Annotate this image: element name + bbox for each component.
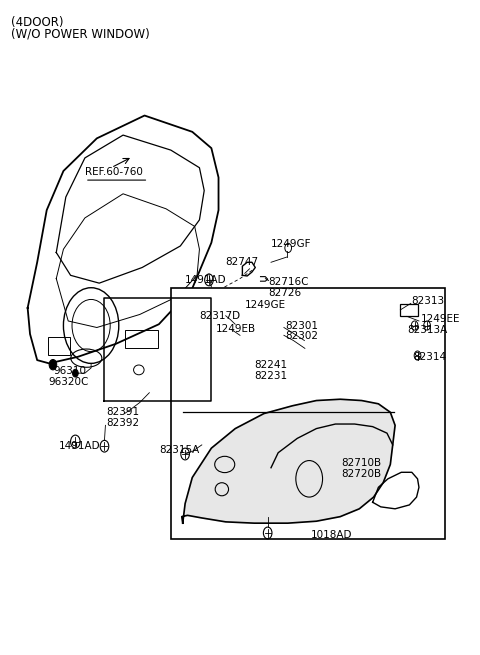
Text: 82710B: 82710B: [341, 458, 381, 468]
Text: 82716C: 82716C: [269, 277, 309, 287]
Text: 82314: 82314: [413, 352, 446, 362]
Text: 82313: 82313: [411, 297, 444, 307]
Text: 1249EB: 1249EB: [216, 324, 256, 335]
Text: 1249GF: 1249GF: [271, 239, 312, 249]
Text: 82313A: 82313A: [408, 325, 448, 335]
Text: 1018AD: 1018AD: [311, 530, 352, 540]
Text: 82315A: 82315A: [159, 445, 199, 455]
Text: 82301: 82301: [285, 320, 318, 331]
Text: 82317D: 82317D: [199, 310, 240, 321]
Text: 1249EE: 1249EE: [420, 314, 460, 324]
Text: 96310: 96310: [53, 366, 86, 376]
Circle shape: [49, 360, 57, 370]
Text: 82720B: 82720B: [341, 469, 381, 479]
Polygon shape: [182, 400, 395, 523]
Text: 82391: 82391: [107, 407, 140, 417]
Text: REF.60-760: REF.60-760: [85, 167, 143, 178]
Text: 1491AD: 1491AD: [185, 275, 227, 285]
Text: (W/O POWER WINDOW): (W/O POWER WINDOW): [11, 28, 150, 41]
Text: 1491AD: 1491AD: [59, 441, 100, 451]
Text: (4DOOR): (4DOOR): [11, 16, 63, 29]
Text: 82392: 82392: [107, 419, 140, 428]
Text: 82241: 82241: [254, 360, 288, 369]
Text: 1249GE: 1249GE: [245, 300, 286, 310]
Text: 82726: 82726: [269, 288, 302, 298]
Circle shape: [72, 369, 78, 377]
Text: 82302: 82302: [285, 331, 318, 341]
Text: 82747: 82747: [226, 257, 259, 267]
Text: 96320C: 96320C: [48, 377, 88, 387]
FancyBboxPatch shape: [171, 288, 445, 540]
Text: 82231: 82231: [254, 371, 288, 381]
